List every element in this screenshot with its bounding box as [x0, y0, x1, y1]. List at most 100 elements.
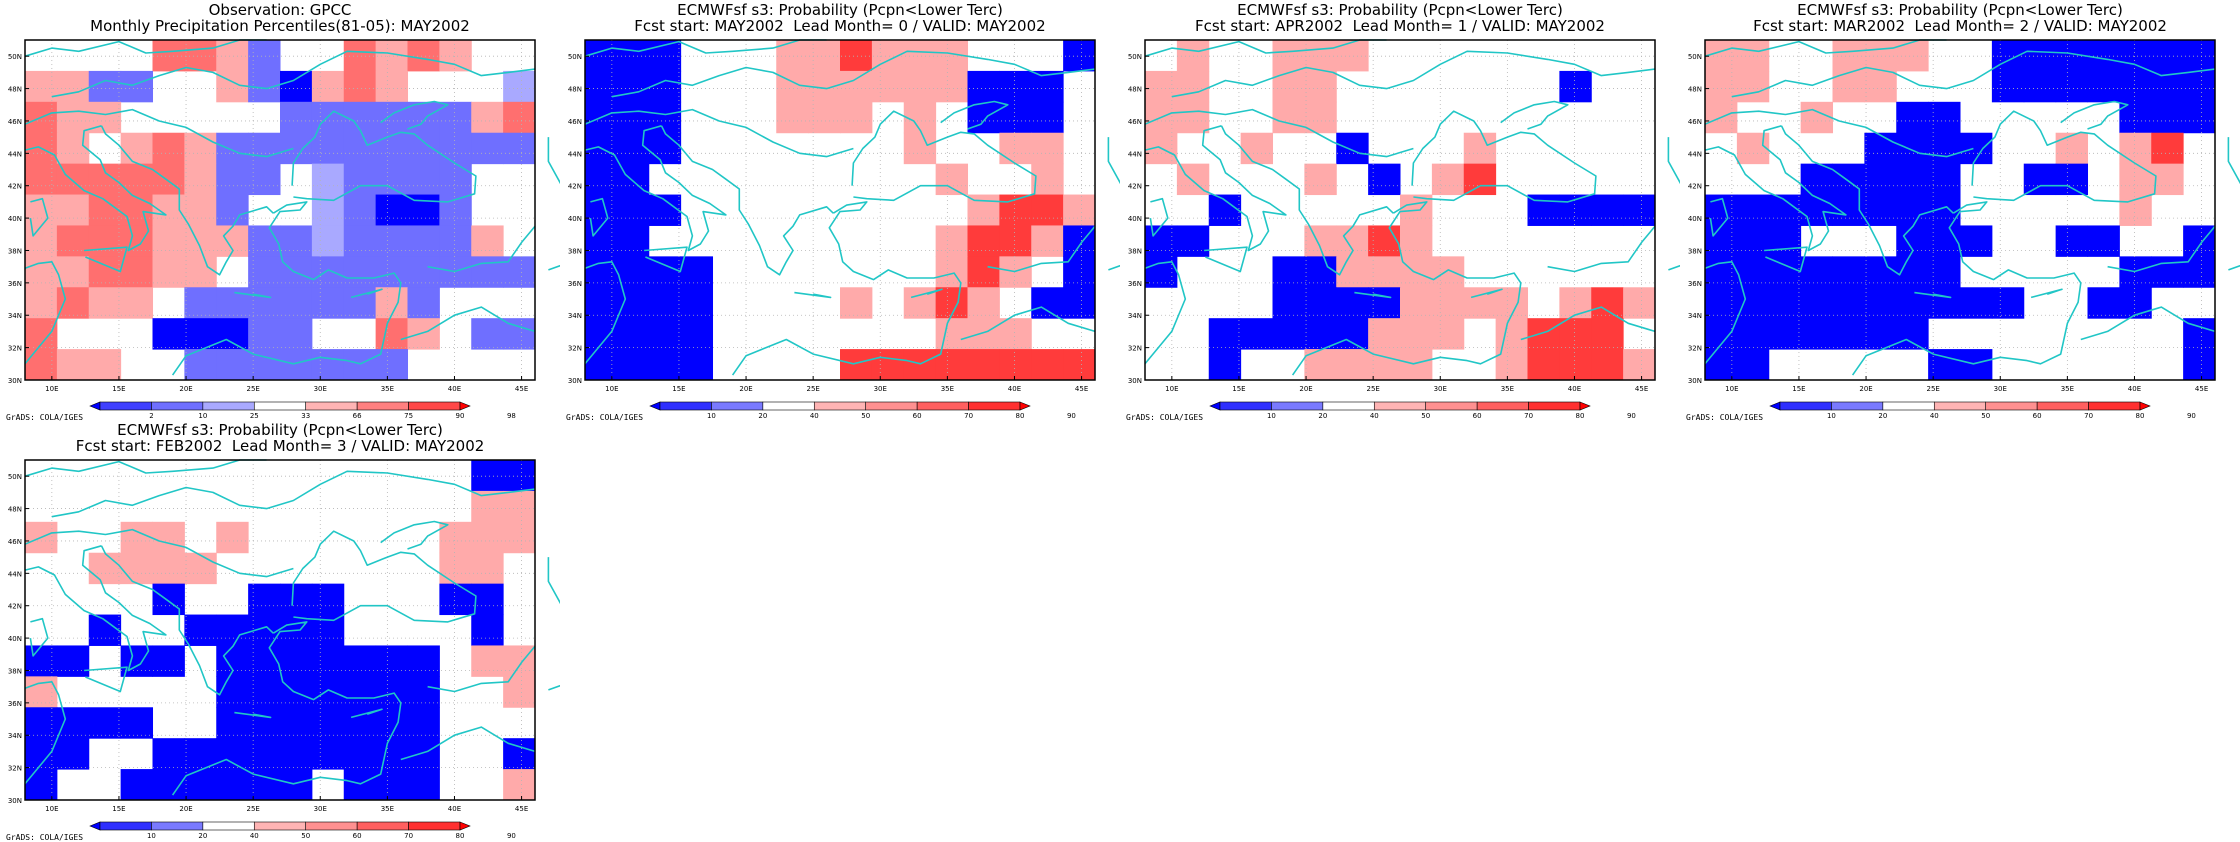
grid-cell [1736, 40, 1770, 72]
panel-title-line2: Monthly Precipitation Percentiles(81-05)… [90, 17, 470, 35]
grads-credit: GrADS: COLA/IGES [6, 413, 84, 422]
lat-tick-label: 50N [8, 53, 22, 61]
grid-cell [2055, 70, 2089, 103]
grid-cell [1800, 101, 1834, 134]
coastline [2080, 306, 2216, 341]
colorbar-label: 20 [198, 832, 207, 840]
colorbar-segment [151, 821, 204, 831]
grid-cell [871, 70, 905, 103]
grid-cell [1463, 132, 1497, 165]
coastline [794, 291, 832, 299]
grid-cell [1304, 101, 1337, 134]
colorbar-arrow-right [459, 401, 471, 411]
map-svg: 30N 32N 34N 36N 38N 40N 42N 44N 46N 48N 50N 10E 15E 2… [1688, 39, 2240, 420]
coastline [584, 39, 827, 57]
coastline [940, 100, 1009, 130]
grid-cell [616, 349, 650, 381]
coastline [1107, 137, 1120, 271]
grid-cell [2183, 101, 2216, 134]
grid-cell [120, 256, 154, 288]
lat-tick-label: 30N [568, 377, 582, 385]
colorbar-segment [356, 401, 409, 411]
grid-cell [311, 583, 345, 616]
grid-cell [840, 287, 873, 319]
lon-tick-label: 45E [1635, 385, 1648, 393]
colorbar-segment [813, 401, 867, 411]
colorbar-label: 10 [1827, 412, 1836, 420]
lon-tick-label: 40E [2128, 385, 2141, 393]
grid-cell [648, 287, 682, 319]
grid-cell [1368, 287, 1401, 319]
grid-cell [471, 256, 504, 288]
lat-tick-label: 38N [8, 247, 22, 255]
grid-cell [1400, 225, 1433, 257]
grid-cell [2023, 40, 2057, 72]
grid-cell [184, 738, 217, 770]
panel-title-line2: Fcst start: MAR2002 Lead Month= 2 / VALI… [1753, 17, 2167, 35]
lon-tick-label: 15E [1792, 385, 1805, 393]
coastline [51, 470, 536, 518]
lon-tick-label: 40E [1008, 385, 1021, 393]
grid-cell [1208, 318, 1242, 350]
grid-cell [1705, 40, 1738, 72]
grid-cell [471, 225, 504, 257]
grid-cell [280, 769, 313, 801]
lat-tick-label: 46N [568, 118, 582, 126]
grid-cell [840, 101, 873, 134]
grid-cell [1031, 225, 1064, 257]
colorbar-arrow-right [1019, 401, 1031, 411]
colorbar-label: 10 [198, 412, 207, 420]
coastline [24, 108, 294, 158]
grid-cell [1145, 70, 1178, 103]
grid-cell [616, 287, 650, 319]
lat-tick-label: 30N [8, 377, 22, 385]
anomaly-cells [585, 40, 1096, 381]
colorbar: 10 20 40 50 60 70 80 90 [649, 401, 1076, 420]
colorbar-segment [1882, 401, 1935, 411]
colorbar-label: 90 [507, 832, 516, 840]
grid-cell [999, 70, 1032, 103]
grid-cell [776, 101, 809, 134]
lon-tick-label: 10E [45, 805, 58, 813]
grid-cell [311, 645, 345, 677]
grid-cell [1864, 40, 1897, 72]
panel-observation: Observation: GPCC Monthly Precipitation … [0, 0, 560, 422]
grid-cell [311, 70, 345, 103]
coastlines [24, 39, 560, 376]
grid-cell [311, 132, 345, 165]
colorbar-label: 20 [1878, 412, 1887, 420]
colorbar-label: 70 [1524, 412, 1533, 420]
lon-tick-label: 30E [314, 805, 327, 813]
grid-cell [311, 256, 345, 288]
colorbar-label: 60 [913, 412, 922, 420]
grid-cell [2151, 40, 2184, 72]
lon-tick-label: 20E [179, 805, 192, 813]
grid-cell [343, 101, 377, 134]
gridlines [25, 40, 535, 381]
coastlines [584, 39, 1120, 376]
lon-tick-label: 20E [1299, 385, 1312, 393]
grid-cell [216, 40, 249, 72]
grid-cell [680, 256, 714, 288]
grid-cell [216, 163, 249, 196]
grid-cell [1623, 194, 1656, 226]
grid-cell [1031, 287, 1064, 319]
grid-cell [999, 132, 1032, 165]
grid-cell [1832, 287, 1865, 319]
coastline [1204, 246, 1248, 273]
colorbar-segment [1985, 401, 2038, 411]
lat-tick-label: 44N [1128, 150, 1142, 158]
colorbar-segment [1779, 401, 1832, 411]
grid-cell [1304, 70, 1337, 103]
grid-cell [56, 225, 90, 257]
colorbar-label: 80 [456, 832, 465, 840]
lon-tick-label: 30E [1994, 385, 2007, 393]
grid-cell [2183, 70, 2216, 103]
grid-cell [967, 101, 1000, 134]
grid-cell [248, 40, 281, 72]
colorbar-label: 60 [1473, 412, 1482, 420]
lon-tick-label: 10E [1165, 385, 1178, 393]
coastline [84, 666, 128, 693]
grid-cell [1495, 318, 1529, 350]
lat-tick-label: 30N [8, 797, 22, 805]
